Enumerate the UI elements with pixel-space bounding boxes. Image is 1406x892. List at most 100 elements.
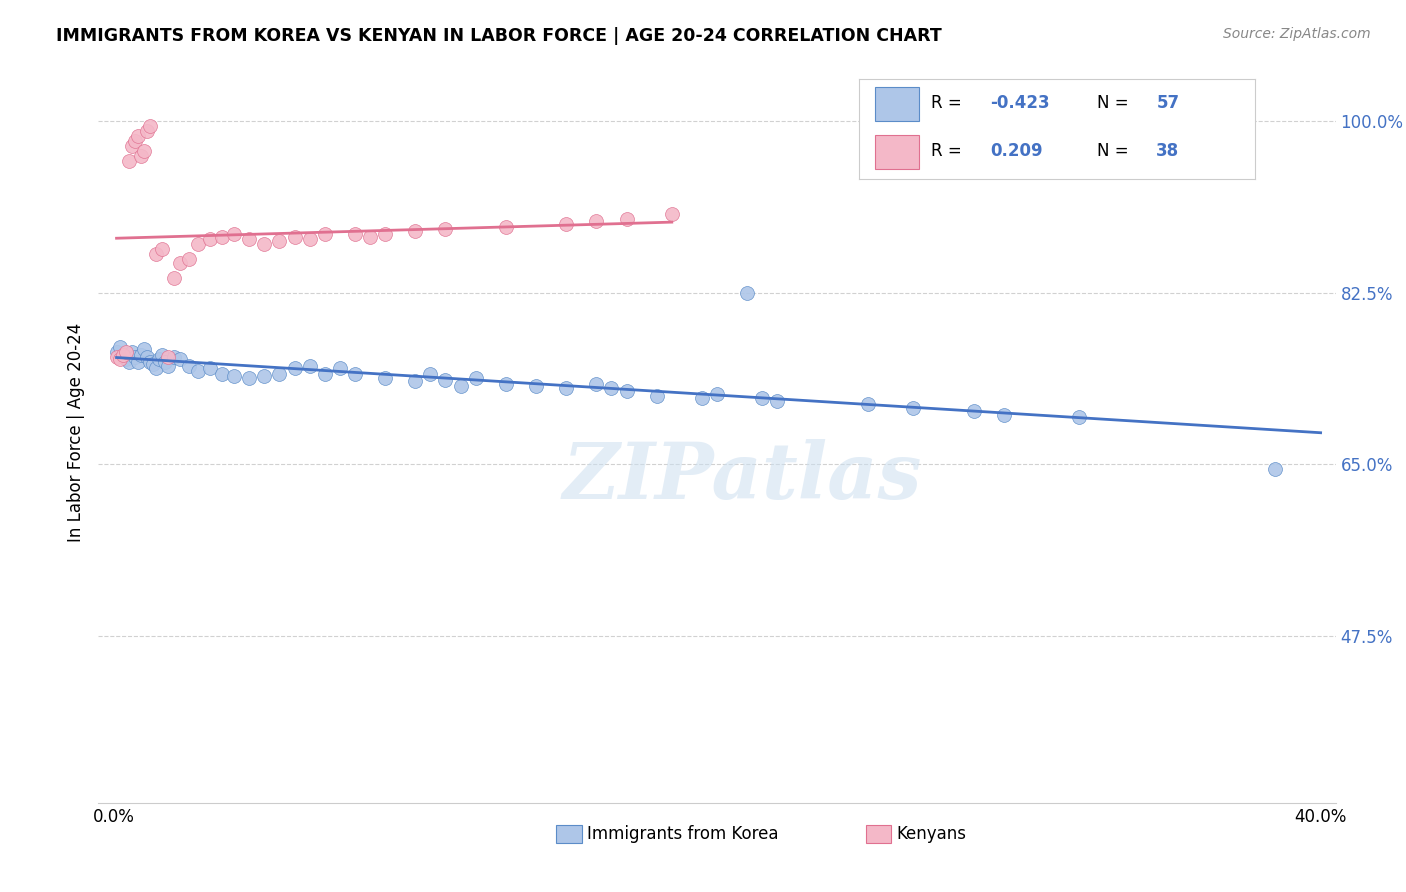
Point bbox=[238, 232, 260, 246]
Point bbox=[132, 342, 155, 356]
Point bbox=[156, 359, 179, 374]
Point bbox=[993, 409, 1015, 423]
Point bbox=[117, 354, 139, 368]
Point bbox=[495, 377, 517, 392]
Point bbox=[124, 350, 146, 364]
Point bbox=[224, 369, 246, 384]
Point bbox=[132, 144, 155, 158]
Point bbox=[129, 148, 152, 162]
Point bbox=[600, 381, 623, 395]
Point bbox=[163, 350, 186, 364]
Point bbox=[156, 350, 179, 364]
Point bbox=[114, 351, 136, 366]
Point bbox=[284, 361, 307, 376]
Point bbox=[404, 224, 426, 238]
Point bbox=[343, 368, 366, 382]
Point bbox=[434, 373, 457, 387]
Point bbox=[419, 368, 441, 382]
Point bbox=[135, 124, 157, 138]
Point bbox=[145, 246, 167, 260]
Point bbox=[706, 387, 728, 401]
Point bbox=[253, 369, 276, 384]
Point bbox=[224, 227, 246, 241]
Point bbox=[314, 227, 336, 241]
Point bbox=[661, 207, 683, 221]
Text: Immigrants from Korea: Immigrants from Korea bbox=[588, 825, 779, 843]
Point bbox=[111, 348, 134, 362]
Point bbox=[374, 371, 396, 385]
Point bbox=[343, 227, 366, 241]
Point bbox=[1069, 410, 1091, 425]
Text: Kenyans: Kenyans bbox=[897, 825, 966, 843]
Point bbox=[187, 364, 209, 378]
Point bbox=[124, 134, 146, 148]
Point bbox=[690, 391, 713, 405]
Point bbox=[108, 351, 131, 366]
Point bbox=[464, 371, 486, 385]
Point bbox=[198, 232, 221, 246]
Point bbox=[117, 153, 139, 168]
Point bbox=[169, 351, 191, 366]
Point bbox=[177, 359, 200, 374]
Point bbox=[138, 354, 160, 368]
Point bbox=[163, 271, 186, 285]
Point bbox=[127, 354, 149, 368]
Point bbox=[524, 379, 547, 393]
Point bbox=[555, 217, 578, 231]
Point bbox=[404, 374, 426, 388]
Point bbox=[735, 285, 758, 300]
Point bbox=[616, 384, 638, 398]
Point bbox=[150, 242, 173, 256]
Point bbox=[766, 393, 789, 408]
Point bbox=[359, 230, 381, 244]
Point bbox=[269, 368, 291, 382]
Point bbox=[298, 359, 321, 374]
Point bbox=[114, 344, 136, 359]
Point bbox=[329, 361, 352, 376]
Point bbox=[148, 351, 170, 366]
Y-axis label: In Labor Force | Age 20-24: In Labor Force | Age 20-24 bbox=[66, 323, 84, 542]
Point bbox=[645, 389, 668, 403]
Point bbox=[253, 236, 276, 251]
Text: ZIPatlas: ZIPatlas bbox=[562, 439, 921, 516]
Point bbox=[211, 230, 233, 244]
Point bbox=[142, 358, 165, 372]
Point bbox=[238, 371, 260, 385]
Point bbox=[198, 361, 221, 376]
Point bbox=[585, 214, 607, 228]
Text: IMMIGRANTS FROM KOREA VS KENYAN IN LABOR FORCE | AGE 20-24 CORRELATION CHART: IMMIGRANTS FROM KOREA VS KENYAN IN LABOR… bbox=[56, 27, 942, 45]
Point bbox=[314, 368, 336, 382]
Point bbox=[450, 379, 472, 393]
Point bbox=[751, 391, 773, 405]
Point bbox=[856, 397, 879, 411]
Point bbox=[138, 119, 160, 133]
Point bbox=[129, 348, 152, 362]
Point bbox=[150, 348, 173, 362]
Point bbox=[111, 350, 134, 364]
Point bbox=[127, 128, 149, 143]
Point bbox=[616, 212, 638, 227]
Point bbox=[108, 340, 131, 354]
Point bbox=[585, 377, 607, 392]
Text: Source: ZipAtlas.com: Source: ZipAtlas.com bbox=[1223, 27, 1371, 41]
Point bbox=[298, 232, 321, 246]
Point bbox=[269, 234, 291, 248]
Point bbox=[177, 252, 200, 266]
Point bbox=[211, 368, 233, 382]
Point bbox=[284, 230, 307, 244]
Point bbox=[434, 222, 457, 236]
Point bbox=[962, 403, 984, 417]
Point bbox=[135, 350, 157, 364]
Point bbox=[374, 227, 396, 241]
Point bbox=[105, 350, 128, 364]
Point bbox=[121, 138, 143, 153]
Point bbox=[1264, 462, 1286, 476]
Point bbox=[495, 220, 517, 235]
Point bbox=[145, 361, 167, 376]
Point bbox=[187, 236, 209, 251]
Point bbox=[555, 381, 578, 395]
Point bbox=[153, 354, 176, 368]
Point bbox=[105, 344, 128, 359]
Point bbox=[903, 401, 925, 415]
Point bbox=[169, 256, 191, 270]
